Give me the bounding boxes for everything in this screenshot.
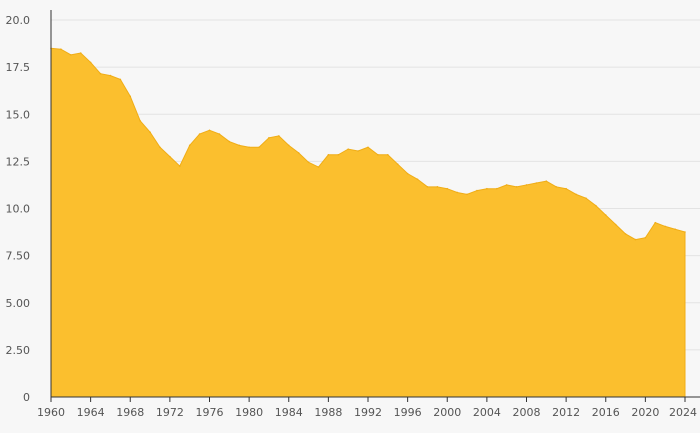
- x-tick-label: 2024: [669, 406, 697, 419]
- data-point: [248, 146, 250, 149]
- series-area: [50, 47, 686, 398]
- x-tick-label: 2012: [552, 406, 580, 419]
- data-point: [218, 133, 221, 135]
- data-point: [347, 148, 349, 150]
- data-point: [634, 238, 637, 241]
- x-tick-label: 1980: [235, 406, 263, 419]
- data-point: [119, 78, 122, 81]
- data-point: [159, 146, 161, 149]
- y-tick-label: 12.5: [6, 155, 31, 168]
- data-point: [555, 186, 558, 188]
- data-point: [188, 144, 191, 147]
- data-point: [654, 221, 657, 224]
- data-point: [169, 155, 171, 158]
- x-tick-label: 1964: [77, 406, 105, 419]
- data-point: [674, 228, 676, 231]
- x-tick-label: 1988: [314, 406, 342, 419]
- data-point: [149, 131, 151, 133]
- data-point: [109, 74, 112, 77]
- data-point: [476, 189, 478, 192]
- data-point: [228, 140, 231, 143]
- x-tick-label: 1996: [394, 406, 422, 419]
- data-point: [317, 166, 320, 168]
- data-point: [614, 223, 617, 226]
- data-point: [377, 153, 379, 156]
- data-point: [684, 231, 686, 233]
- y-tick-label: 15.0: [6, 108, 31, 121]
- data-point: [70, 54, 72, 56]
- data-point: [297, 152, 300, 154]
- data-point: [525, 184, 528, 186]
- y-tick-label: 10.0: [6, 203, 31, 216]
- data-point: [515, 186, 518, 188]
- y-tick-label: 17.5: [6, 61, 31, 74]
- data-point: [178, 165, 181, 167]
- x-tick-label: 1984: [275, 406, 303, 419]
- data-point: [89, 61, 92, 64]
- data-point: [664, 225, 666, 228]
- data-point: [258, 146, 260, 149]
- data-point: [585, 197, 587, 199]
- data-point: [198, 133, 201, 135]
- data-point: [426, 186, 429, 188]
- data-point: [565, 187, 567, 190]
- x-tick-label: 1968: [116, 406, 144, 419]
- data-point: [238, 144, 241, 147]
- data-point: [624, 233, 627, 235]
- data-point: [416, 178, 419, 181]
- x-tick-label: 1976: [196, 406, 224, 419]
- x-tick-label: 1992: [354, 406, 382, 419]
- data-point: [446, 187, 449, 190]
- y-tick-label: 20.0: [6, 14, 31, 27]
- data-point: [505, 184, 508, 186]
- data-point: [535, 182, 538, 184]
- x-tick-label: 2000: [433, 406, 461, 419]
- x-tick-label: 2004: [473, 406, 501, 419]
- data-point: [486, 187, 488, 190]
- x-tick-label: 2016: [592, 406, 620, 419]
- data-point: [129, 95, 132, 98]
- data-point: [337, 153, 340, 156]
- y-axis-ticks: 0 2.50 5.00 7.50 10.0 12.5 15.0 17.5 20.0: [6, 14, 31, 404]
- data-point: [278, 135, 280, 137]
- x-tick-label: 2020: [631, 406, 659, 419]
- data-point: [208, 129, 211, 132]
- data-point: [99, 72, 102, 75]
- area-series: [50, 47, 686, 398]
- data-point: [139, 120, 141, 122]
- y-tick-label: 5.00: [6, 297, 31, 310]
- x-tick-label: 2008: [513, 406, 541, 419]
- y-tick-label: 2.50: [6, 344, 31, 357]
- data-point: [287, 144, 290, 147]
- data-point: [367, 146, 369, 149]
- data-point: [495, 187, 498, 190]
- x-tick-label: 1972: [156, 406, 184, 419]
- data-point: [604, 214, 607, 216]
- axes: [50, 10, 700, 398]
- y-tick-label: 7.50: [6, 250, 31, 263]
- data-point: [595, 204, 597, 207]
- data-point: [466, 193, 468, 196]
- x-tick-label: 1960: [37, 406, 65, 419]
- data-point: [357, 150, 359, 152]
- data-point: [456, 191, 458, 194]
- data-point: [60, 48, 62, 51]
- data-point: [387, 153, 389, 156]
- data-point: [79, 52, 82, 54]
- data-point: [327, 153, 330, 156]
- data-point: [307, 161, 310, 164]
- data-point: [545, 180, 548, 182]
- data-point: [396, 163, 399, 165]
- x-axis-ticks: 1960 1964 1968 1972 1976 1980 1984 1988 1992 1996…: [37, 397, 697, 419]
- data-point: [406, 172, 409, 175]
- data-point: [644, 236, 647, 239]
- data-point: [575, 193, 577, 196]
- data-point: [268, 137, 270, 139]
- y-tick-label: 0: [23, 391, 30, 404]
- data-point: [436, 186, 439, 188]
